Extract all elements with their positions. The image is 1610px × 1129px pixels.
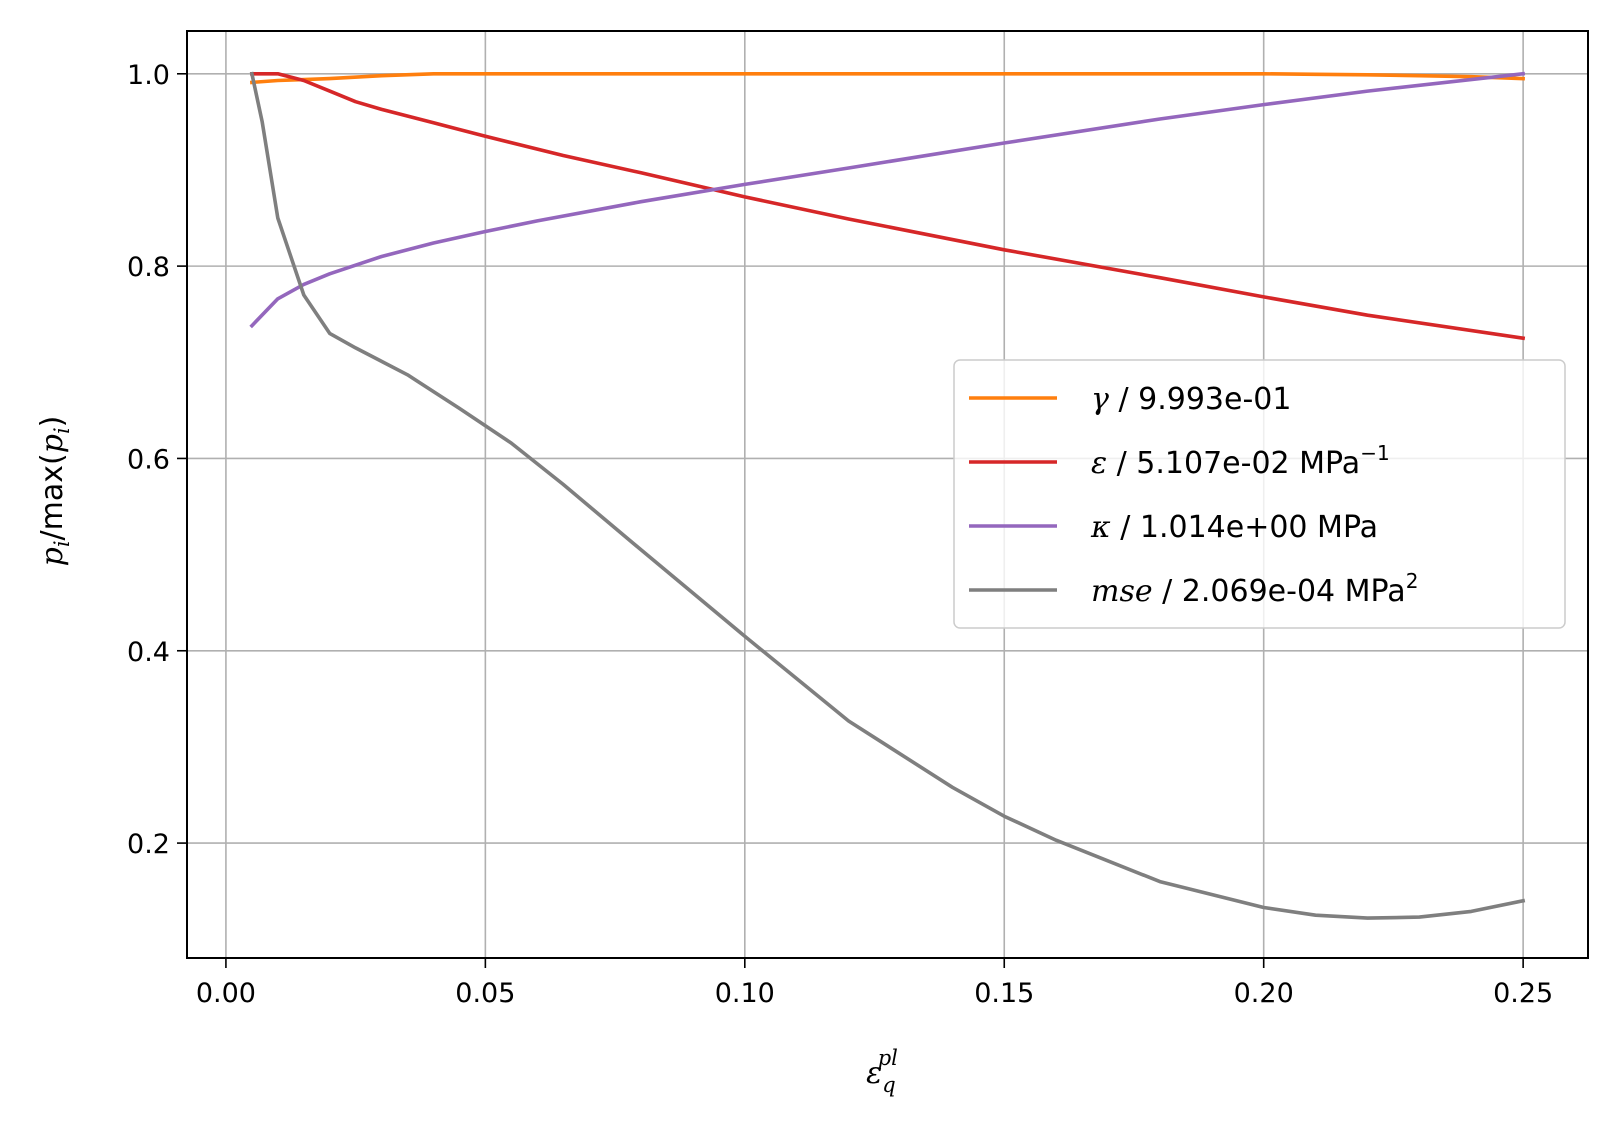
x-tick-label: 0.00 [196, 978, 256, 1009]
series-line-1 [250, 72, 1526, 341]
legend-label: γ / 9.993e-01 [1091, 382, 1291, 417]
plot-frame [186, 30, 1589, 959]
legend-box [953, 359, 1566, 629]
y-axis-label-sub: i [50, 540, 74, 547]
legend-label: mse / 2.069e-04 MPa2 [1091, 569, 1418, 609]
series-line-2 [249, 71, 1526, 329]
x-axis-ticks: 0.00 0.05 0.10 0.15 0.20 0.25 [196, 958, 1553, 1009]
x-tick-label: 0.25 [1493, 978, 1553, 1009]
y-axis-label: pi/max(pi) [35, 416, 74, 567]
x-tick-label: 0.10 [715, 978, 775, 1009]
x-tick-label: 0.15 [974, 978, 1034, 1009]
y-tick-label: 0.2 [127, 829, 170, 860]
series-lines [249, 71, 1526, 920]
legend-label: κ / 1.014e+00 MPa [1090, 510, 1378, 545]
y-axis-ticks: 0.2 0.4 0.6 0.8 1.0 [127, 60, 187, 860]
series-line-0 [249, 72, 1525, 85]
legend: γ / 9.993e-01 ε / 5.107e-02 MPa−1 κ / 1.01… [953, 359, 1566, 629]
y-tick-label: 1.0 [127, 60, 170, 91]
series-line-3 [249, 71, 1526, 920]
x-tick-label: 0.20 [1234, 978, 1294, 1009]
x-axis-label: εqpl [866, 1046, 898, 1097]
x-axis-label-sup: pl [878, 1046, 898, 1070]
x-axis-label-sub: q [882, 1073, 895, 1097]
legend-label: ε / 5.107e-02 MPa−1 [1091, 441, 1390, 481]
y-tick-label: 0.4 [127, 637, 170, 668]
x-tick-label: 0.05 [455, 978, 515, 1009]
y-tick-label: 0.6 [127, 444, 170, 475]
y-tick-label: 0.8 [127, 252, 170, 283]
